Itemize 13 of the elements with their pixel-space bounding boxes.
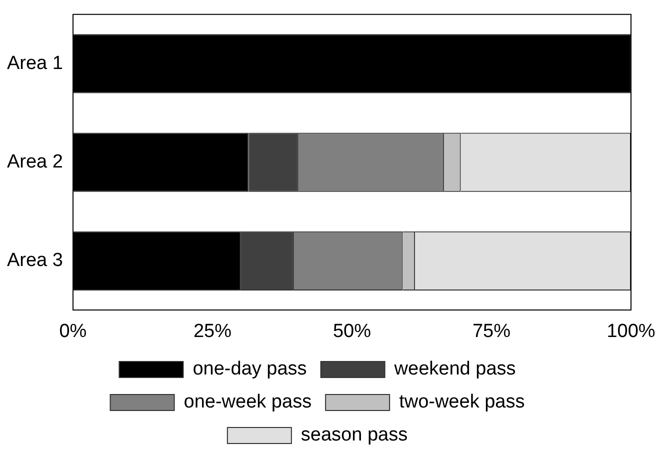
- x-tick-label: 0%: [59, 320, 87, 342]
- legend-label: two-week pass: [399, 392, 525, 413]
- y-tick-label: Area 3: [6, 250, 63, 272]
- y-tick-label: Area 2: [6, 152, 63, 173]
- x-tick-label: 100%: [606, 320, 656, 342]
- x-tick-label: 75%: [472, 320, 511, 342]
- legend-label: weekend pass: [393, 358, 516, 380]
- legend-label: season pass: [300, 424, 408, 446]
- x-tick-label: 25%: [193, 320, 232, 342]
- x-tick-label: 50%: [332, 320, 372, 342]
- legend-label: one-day pass: [192, 358, 307, 380]
- legend-label: one-week pass: [184, 392, 312, 413]
- y-tick-label: Area 1: [6, 52, 63, 74]
